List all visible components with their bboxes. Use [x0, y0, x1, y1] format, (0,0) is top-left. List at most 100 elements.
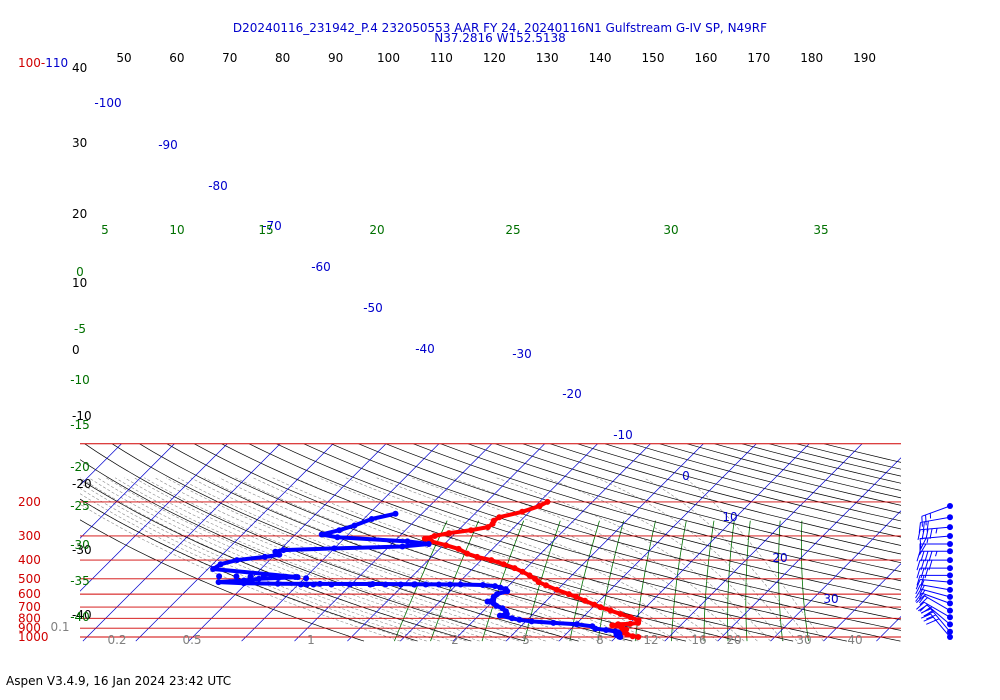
temperature-point [431, 533, 438, 539]
wind-barb-flag [917, 529, 921, 541]
isotherm-label: -80 [208, 179, 228, 193]
wind-barbs [915, 503, 953, 640]
wind-barb-dot [947, 579, 953, 586]
dewpoint-scatter-point [297, 581, 304, 588]
wind-barb-flag [920, 608, 931, 614]
chart-subtitle-location: N37.2816 W152.5138 [434, 31, 566, 45]
theta-label-left: -20 [72, 477, 92, 491]
wind-barb-dot [947, 548, 953, 555]
wind-barb-shaft [923, 595, 951, 612]
isotherm-label: -20 [562, 387, 582, 401]
theta-label-top: 160 [694, 51, 717, 65]
wind-barb [916, 548, 953, 562]
wind-barb [921, 503, 953, 527]
isotherm-label: -70 [262, 219, 282, 233]
wind-barb-pennant [919, 537, 927, 551]
dewpoint-point [573, 621, 580, 628]
dry-adiabats [80, 443, 901, 642]
theta-label-left: 10 [72, 276, 87, 290]
wind-barb-flag [915, 584, 921, 595]
dry-adiabat-line [194, 443, 794, 642]
dewpoint-point [392, 510, 399, 517]
temperature-point [609, 622, 616, 629]
mixing-ratio-label: 2 [451, 633, 459, 647]
dewpoint-point [493, 602, 500, 609]
temperature-point [526, 572, 533, 579]
dewpoint-point [274, 580, 281, 587]
dewpoint-scatter-point [303, 581, 310, 588]
wind-barb-flag [928, 559, 933, 571]
temperature-point [543, 582, 549, 589]
isotherm-line [188, 443, 387, 642]
wind-barb-shaft [921, 592, 951, 604]
isotherm-line [770, 510, 901, 642]
wind-barb [920, 613, 953, 640]
dewpoint-point [331, 545, 338, 552]
wind-barb-flag [925, 514, 927, 526]
wind-barb-dot [947, 628, 953, 635]
dewpoint-point [217, 561, 224, 568]
temperature-point [519, 508, 526, 515]
theta-label-left: -30 [72, 543, 92, 557]
dewpoint-point [550, 619, 557, 626]
wind-barb-shaft [923, 601, 951, 618]
moist-adiabat-left-label: -30 [70, 538, 90, 552]
dry-adiabat-line [276, 443, 901, 631]
wind-barb-flag [923, 616, 934, 622]
wind-barb-dot [947, 532, 953, 539]
theta-label-top: 70 [222, 51, 237, 65]
moist-adiabat-label: 35 [813, 223, 828, 237]
theta-label-top: 180 [800, 51, 823, 65]
wind-barb-flag [919, 585, 925, 595]
temperature-point [488, 557, 495, 564]
mixing-ratio-line [634, 520, 656, 642]
dewpoint-point [404, 538, 411, 545]
wind-barb-flag [916, 559, 921, 571]
dry-adiabat-line [166, 443, 740, 642]
dewpoint-scatter-point [367, 581, 374, 588]
wind-barb-dot [947, 557, 953, 564]
wind-barb [915, 584, 953, 595]
dry-adiabat-line [80, 519, 365, 642]
temperature-point [591, 601, 598, 608]
dewpoint-scatter-point [216, 573, 223, 580]
dewpoint-scatter-point [247, 573, 254, 580]
temperature-point [553, 586, 560, 593]
pressure-label: 1000 [18, 630, 49, 644]
temperature-point [617, 611, 624, 617]
mixing-ratio-label: 16 [691, 633, 706, 647]
temperature-point [573, 593, 580, 600]
mixing-ratio-label: 20 [726, 633, 741, 647]
wind-barb-flag [918, 589, 926, 600]
wind-barb-dot [947, 540, 953, 547]
temperature-point [627, 614, 634, 621]
dewpoint-scatter-point [347, 581, 353, 588]
wind-barb-flag [923, 611, 934, 617]
wind-barb-shaft [920, 516, 951, 523]
wind-barb [916, 565, 953, 579]
isotherm-label: -50 [363, 301, 383, 315]
temperature-point [421, 535, 428, 542]
dry-adiabat-line [468, 443, 901, 564]
isotherm-label: 20 [772, 551, 787, 565]
wind-barb [915, 588, 953, 600]
wind-barb-dot [947, 572, 953, 579]
temperature-point [446, 530, 452, 537]
moist-adiabat-label: 25 [505, 223, 520, 237]
dewpoint-scatter-point [411, 581, 417, 588]
dewpoint-point [492, 583, 498, 590]
pressure-label: 800 [18, 611, 41, 625]
mixing-ratio-label: 0.1 [50, 620, 69, 634]
wind-barb-flag [916, 551, 921, 562]
dewpoint-point [504, 588, 511, 595]
isotherm-line [876, 616, 901, 642]
theta-label-top: 50 [116, 51, 131, 65]
temperature-point [455, 545, 462, 552]
isotherm-line [452, 443, 651, 642]
wind-barb-shaft [920, 526, 951, 531]
wind-barb-dot [947, 607, 953, 614]
pressure-label-top: 100-110 [18, 56, 68, 70]
wind-barb [917, 524, 953, 541]
